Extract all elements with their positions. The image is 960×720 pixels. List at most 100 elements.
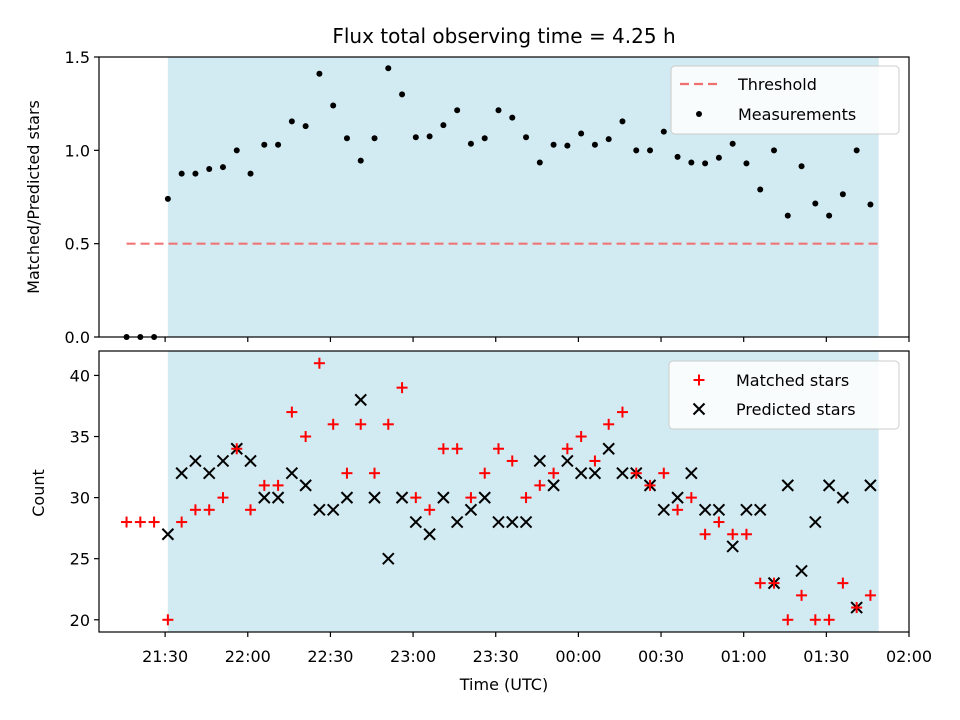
matched-star-point <box>768 577 780 589</box>
measurement-point <box>536 159 543 166</box>
predicted-star-point <box>216 454 230 468</box>
measurement-point <box>454 107 461 114</box>
measurement-point <box>674 153 681 160</box>
measurement-point <box>550 141 557 148</box>
measurement-point <box>412 134 419 141</box>
matched-star-point <box>121 516 133 528</box>
count-points <box>121 357 877 626</box>
measurement-point <box>343 135 350 142</box>
measurement-point <box>619 118 626 125</box>
bottom-y-tick-label: 20 <box>70 611 90 630</box>
measurement-point <box>467 140 474 147</box>
legend-matched-label: Matched stars <box>736 371 849 390</box>
matched-star-point <box>217 492 229 504</box>
predicted-star-point <box>864 479 877 492</box>
predicted-star-point <box>506 515 519 529</box>
measurement-point <box>771 147 777 154</box>
matched-star-point <box>782 614 794 626</box>
predicted-star-point <box>354 393 367 407</box>
matched-star-point <box>341 467 353 479</box>
measurement-point <box>605 136 612 143</box>
matched-star-point <box>286 406 298 418</box>
matched-star-point <box>727 528 739 540</box>
bottom-y-tick-label: 30 <box>70 489 90 508</box>
measurement-point <box>523 134 530 141</box>
matched-star-point <box>382 418 394 430</box>
matched-star-point <box>162 614 174 626</box>
predicted-star-point <box>244 454 257 468</box>
matched-star-point <box>575 431 587 443</box>
predicted-star-point <box>657 503 671 517</box>
predicted-star-point <box>533 454 547 468</box>
measurement-points <box>123 65 874 340</box>
legend-plus-marker <box>693 374 705 386</box>
bottom-y-axis-label: Count <box>29 469 48 517</box>
legend-matched-swatch <box>693 374 705 386</box>
predicted-star-point <box>340 491 354 504</box>
x-tick-label: 21:30 <box>142 647 188 666</box>
legend-measurements-swatch <box>696 111 702 117</box>
predicted-star-point <box>685 466 698 480</box>
measurement-point <box>357 157 364 164</box>
matched-star-point <box>355 418 367 430</box>
x-tick-label: 01:30 <box>803 647 849 666</box>
measurement-point <box>826 212 833 219</box>
matched-star-point <box>809 614 821 626</box>
x-tick-label: 00:30 <box>638 647 684 666</box>
measurement-point <box>867 201 874 208</box>
measurement-point <box>578 130 585 137</box>
matched-star-point <box>520 492 532 504</box>
top-axes-frame <box>98 56 910 338</box>
predicted-star-point <box>313 503 326 517</box>
measurement-point <box>715 154 722 161</box>
measurement-point <box>743 160 750 167</box>
matched-star-point <box>506 455 518 467</box>
measurement-point <box>798 163 805 170</box>
matched-star-point <box>272 479 284 491</box>
legend-predicted-label: Predicted stars <box>736 400 856 419</box>
predicted-star-point <box>258 491 271 504</box>
predicted-star-point <box>285 466 299 480</box>
measurement-point <box>178 170 185 177</box>
measurement-point <box>812 200 819 207</box>
measurement-point <box>481 135 488 142</box>
matched-star-point <box>644 479 656 491</box>
measurement-point <box>275 141 282 148</box>
top-x-ticks <box>164 337 910 342</box>
measurement-point <box>688 159 695 166</box>
legend-measurements-label: Measurements <box>738 105 856 124</box>
x-tick-label: 22:00 <box>225 647 271 666</box>
bottom-axes-frame <box>98 350 910 633</box>
measurement-point <box>591 141 598 148</box>
matched-star-point <box>603 418 615 430</box>
predicted-star-point <box>382 552 395 565</box>
predicted-star-point <box>547 479 560 492</box>
predicted-star-point <box>781 479 794 492</box>
predicted-star-point <box>726 540 739 553</box>
matched-star-point <box>672 504 684 516</box>
matched-star-point <box>754 577 766 589</box>
measurement-point <box>316 70 323 77</box>
predicted-star-point <box>519 515 533 529</box>
matched-star-point <box>134 516 146 528</box>
predicted-star-point <box>409 515 423 529</box>
predicted-star-point <box>809 515 822 529</box>
matched-star-point <box>561 443 573 455</box>
predicted-star-point <box>326 503 340 517</box>
x-tick-label: 02:00 <box>886 647 932 666</box>
predicted-star-point <box>423 528 436 541</box>
matched-star-point <box>589 455 601 467</box>
predicted-star-point <box>368 491 381 504</box>
matched-star-point <box>327 418 339 430</box>
legend-x-marker <box>692 402 706 416</box>
measurement-point <box>564 142 571 149</box>
measurement-point <box>399 91 406 98</box>
predicted-star-point <box>754 503 767 517</box>
top-legend: Threshold Measurements <box>670 65 900 135</box>
measurement-point <box>192 170 199 177</box>
matched-star-point <box>258 479 270 491</box>
x-axis-label: Time (UTC) <box>459 675 548 694</box>
measurement-point <box>702 160 709 167</box>
measurement-point <box>261 141 268 148</box>
